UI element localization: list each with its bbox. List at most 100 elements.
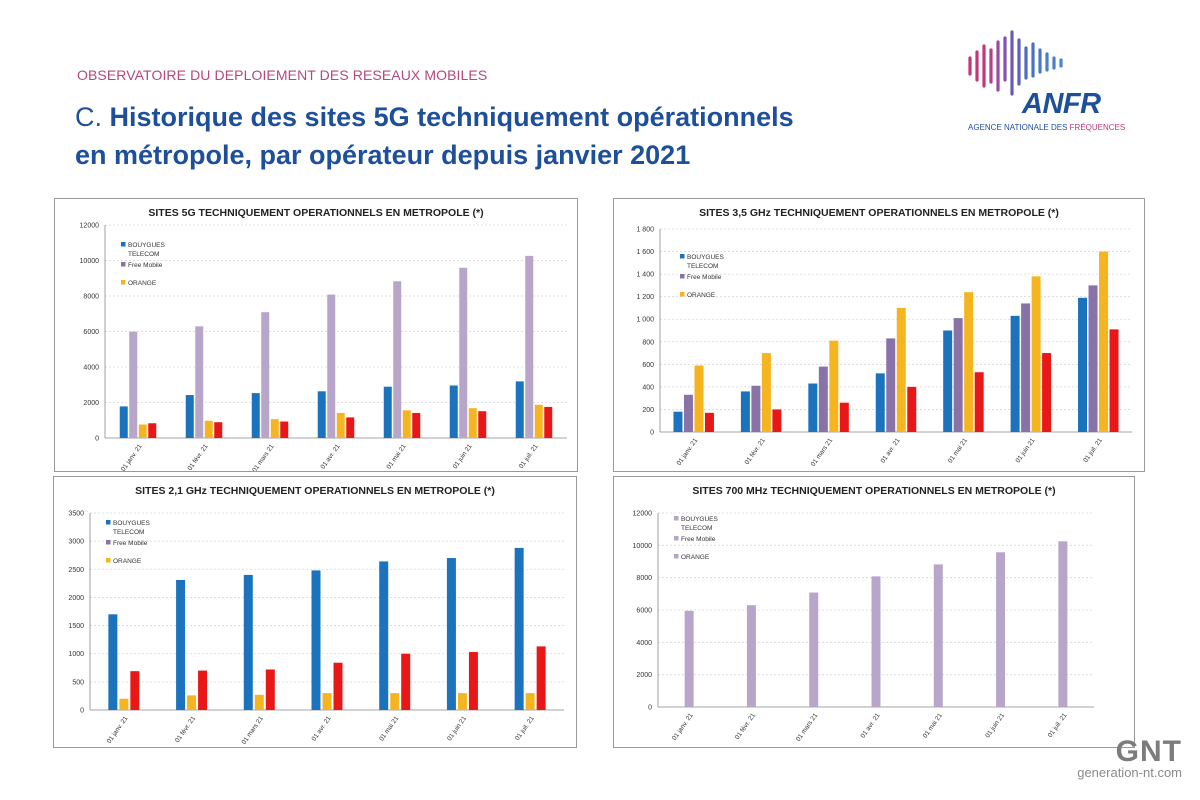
bar [390,693,400,710]
chart-35ghz: SITES 3,5 GHz TECHNIQUEMENT OPERATIONNEL… [636,207,1132,468]
y-tick-label: 12000 [80,223,100,230]
bar [176,579,186,710]
legend-swatch [680,292,685,297]
bar [886,338,896,432]
x-tick-label: 01 avr. 21 [320,443,342,471]
bar [383,386,392,438]
bar [1031,276,1041,432]
y-tick-label: 4000 [636,640,652,647]
bar [346,417,355,438]
bar [119,698,129,710]
x-tick-label: 01 janv. 21 [671,712,695,742]
legend-swatch [674,536,679,541]
y-tick-label: 2000 [83,400,99,407]
x-tick-label: 01 mai 21 [386,443,408,471]
legend-swatch [680,254,685,259]
y-tick-label: 1500 [68,623,84,630]
bar [933,564,943,707]
y-tick-label: 600 [642,362,654,369]
bar [459,267,468,438]
bar [1058,541,1068,707]
y-tick-label: 2500 [68,567,84,574]
bar [412,412,421,438]
anfr-logo: ANFR AGENCE NATIONALE DES FRÉQUENCES [962,28,1132,138]
x-tick-label: 01 févr. 21 [734,712,757,741]
x-tick-label: 01 avr. 21 [311,715,333,743]
bar [129,331,138,438]
bar [108,614,118,710]
logo-wordmark: ANFR [1022,88,1101,120]
x-tick-label: 01 juil. 21 [1082,437,1104,464]
bar [270,419,279,438]
bar [534,404,543,438]
bar [138,424,147,438]
bar [311,570,321,710]
y-tick-label: 12000 [633,511,653,518]
bar [148,423,157,438]
y-tick-label: 200 [642,407,654,414]
y-tick-label: 10000 [633,543,653,550]
bar [204,420,213,438]
gnt-url: generation-nt.com [1077,765,1182,780]
bar [401,653,411,710]
x-tick-label: 01 févr. 21 [186,443,209,471]
bar [1088,285,1098,432]
bar [251,393,260,438]
title-line-1: Historique des sites 5G techniquement op… [109,102,794,132]
bar [1021,303,1031,432]
bar [317,391,326,438]
y-tick-label: 0 [650,430,654,437]
bar [185,395,194,438]
logo-tagline: AGENCE NATIONALE DES FRÉQUENCES [968,123,1125,132]
y-tick-label: 8000 [83,294,99,301]
x-tick-label: 01 mai 21 [378,715,400,743]
bar [974,372,984,432]
chart-panel-5g-total: SITES 5G TECHNIQUEMENT OPERATIONNELS EN … [54,198,578,472]
chart-panel-700mhz: SITES 700 MHz TECHNIQUEMENT OPERATIONNEL… [613,476,1135,748]
chart-21ghz: SITES 2,1 GHz TECHNIQUEMENT OPERATIONNEL… [68,485,564,746]
bar [1109,329,1119,432]
y-tick-label: 0 [648,705,652,712]
bar [1078,297,1088,432]
bar [964,292,974,432]
bar [130,671,140,710]
legend-label: Free Mobile [681,536,716,543]
bar [187,695,197,710]
bar [379,561,389,710]
x-tick-label: 01 mars 21 [251,443,276,471]
bar [761,353,771,432]
x-tick-label: 01 mars 21 [795,712,820,743]
bar [280,421,289,438]
x-tick-label: 01 avr. 21 [880,437,902,465]
bar [525,255,534,438]
bar [875,373,885,432]
bar [536,646,546,710]
x-tick-label: 01 mars 21 [241,715,266,746]
bar [468,652,478,710]
bar [683,394,693,432]
bar [907,386,917,432]
chart-panel-21ghz: SITES 2,1 GHz TECHNIQUEMENT OPERATIONNEL… [53,476,577,748]
x-tick-label: 01 juin 21 [446,715,468,742]
y-tick-label: 0 [95,436,99,443]
bar [265,669,275,710]
x-tick-label: 01 juin 21 [1015,437,1037,464]
bar [996,552,1006,707]
title-prefix: C. [75,102,110,132]
bar [119,406,128,438]
bar [243,574,253,710]
bar [871,576,881,707]
legend-label: ORANGE [128,280,157,287]
chart-5g-total: SITES 5G TECHNIQUEMENT OPERATIONNELS EN … [80,207,567,471]
title-line-2: en métropole, par opérateur depuis janvi… [75,140,691,170]
bar [829,340,839,432]
bar [772,409,782,432]
legend-label: Free Mobile [113,540,148,547]
chart-title: SITES 2,1 GHz TECHNIQUEMENT OPERATIONNEL… [135,485,495,497]
logo-tagline-part-2: FRÉQUENCES [1069,123,1126,132]
legend-swatch [121,280,126,285]
bar [254,694,264,710]
legend-swatch [674,516,679,521]
legend-label: TELECOM [128,251,159,258]
legend-swatch [106,558,111,563]
